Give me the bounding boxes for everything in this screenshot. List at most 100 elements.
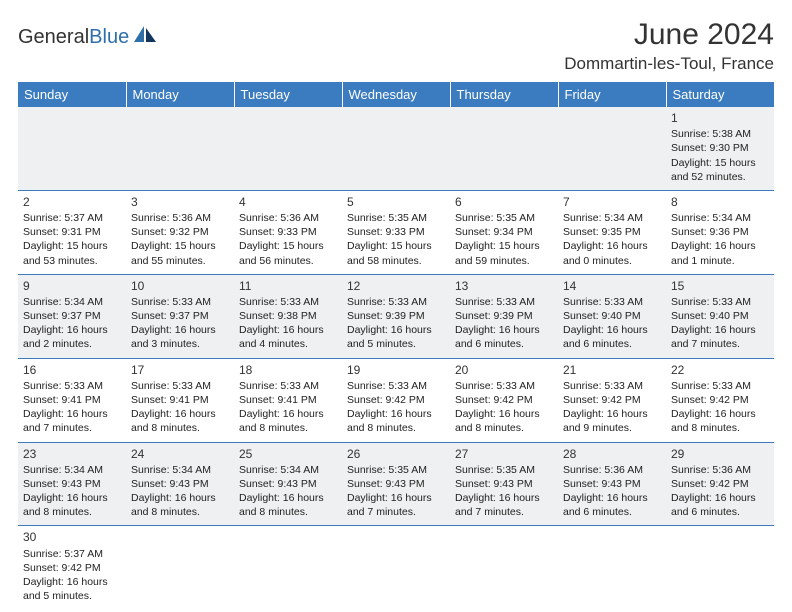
header: GeneralBlue June 2024 Dommartin-les-Toul… (18, 18, 774, 74)
daylight-text: Daylight: 16 hours and 7 minutes. (347, 491, 445, 519)
empty-cell (342, 107, 450, 190)
sunrise-text: Sunrise: 5:33 AM (671, 295, 769, 309)
day-number: 1 (671, 110, 769, 126)
sunset-text: Sunset: 9:37 PM (131, 309, 229, 323)
day-cell: 7Sunrise: 5:34 AMSunset: 9:35 PMDaylight… (558, 190, 666, 274)
day-cell: 29Sunrise: 5:36 AMSunset: 9:42 PMDayligh… (666, 442, 774, 526)
daylight-text: Daylight: 16 hours and 8 minutes. (23, 491, 121, 519)
day-number: 5 (347, 194, 445, 210)
sunset-text: Sunset: 9:42 PM (455, 393, 553, 407)
week-row: 30Sunrise: 5:37 AMSunset: 9:42 PMDayligh… (18, 526, 774, 609)
daylight-text: Daylight: 16 hours and 6 minutes. (563, 323, 661, 351)
day-cell: 23Sunrise: 5:34 AMSunset: 9:43 PMDayligh… (18, 442, 126, 526)
calendar-table: SundayMondayTuesdayWednesdayThursdayFrid… (18, 82, 774, 609)
daylight-text: Daylight: 16 hours and 8 minutes. (239, 491, 337, 519)
sunrise-text: Sunrise: 5:33 AM (671, 379, 769, 393)
sunset-text: Sunset: 9:41 PM (23, 393, 121, 407)
day-cell: 22Sunrise: 5:33 AMSunset: 9:42 PMDayligh… (666, 358, 774, 442)
week-row: 9Sunrise: 5:34 AMSunset: 9:37 PMDaylight… (18, 274, 774, 358)
sunset-text: Sunset: 9:43 PM (563, 477, 661, 491)
day-cell: 27Sunrise: 5:35 AMSunset: 9:43 PMDayligh… (450, 442, 558, 526)
sunset-text: Sunset: 9:42 PM (671, 477, 769, 491)
day-number: 4 (239, 194, 337, 210)
daylight-text: Daylight: 16 hours and 6 minutes. (455, 323, 553, 351)
sunset-text: Sunset: 9:42 PM (23, 561, 121, 575)
month-title: June 2024 (564, 18, 774, 52)
day-header-row: SundayMondayTuesdayWednesdayThursdayFrid… (18, 82, 774, 107)
day-cell: 1Sunrise: 5:38 AMSunset: 9:30 PMDaylight… (666, 107, 774, 190)
sunset-text: Sunset: 9:42 PM (563, 393, 661, 407)
daylight-text: Daylight: 16 hours and 3 minutes. (131, 323, 229, 351)
sunset-text: Sunset: 9:43 PM (347, 477, 445, 491)
daylight-text: Daylight: 15 hours and 52 minutes. (671, 156, 769, 184)
daylight-text: Daylight: 16 hours and 7 minutes. (23, 407, 121, 435)
day-number: 29 (671, 446, 769, 462)
sunset-text: Sunset: 9:30 PM (671, 141, 769, 155)
day-cell: 10Sunrise: 5:33 AMSunset: 9:37 PMDayligh… (126, 274, 234, 358)
daylight-text: Daylight: 15 hours and 58 minutes. (347, 239, 445, 267)
sunset-text: Sunset: 9:39 PM (347, 309, 445, 323)
sunrise-text: Sunrise: 5:35 AM (347, 211, 445, 225)
week-row: 2Sunrise: 5:37 AMSunset: 9:31 PMDaylight… (18, 190, 774, 274)
day-cell: 19Sunrise: 5:33 AMSunset: 9:42 PMDayligh… (342, 358, 450, 442)
sunset-text: Sunset: 9:33 PM (239, 225, 337, 239)
daylight-text: Daylight: 16 hours and 2 minutes. (23, 323, 121, 351)
daylight-text: Daylight: 15 hours and 56 minutes. (239, 239, 337, 267)
day-cell: 14Sunrise: 5:33 AMSunset: 9:40 PMDayligh… (558, 274, 666, 358)
day-cell: 9Sunrise: 5:34 AMSunset: 9:37 PMDaylight… (18, 274, 126, 358)
sunset-text: Sunset: 9:40 PM (671, 309, 769, 323)
day-cell: 25Sunrise: 5:34 AMSunset: 9:43 PMDayligh… (234, 442, 342, 526)
sunrise-text: Sunrise: 5:36 AM (131, 211, 229, 225)
day-number: 14 (563, 278, 661, 294)
day-number: 18 (239, 362, 337, 378)
sunrise-text: Sunrise: 5:36 AM (563, 463, 661, 477)
sunset-text: Sunset: 9:42 PM (347, 393, 445, 407)
sunset-text: Sunset: 9:38 PM (239, 309, 337, 323)
day-number: 27 (455, 446, 553, 462)
day-number: 2 (23, 194, 121, 210)
day-cell: 20Sunrise: 5:33 AMSunset: 9:42 PMDayligh… (450, 358, 558, 442)
day-cell: 30Sunrise: 5:37 AMSunset: 9:42 PMDayligh… (18, 526, 126, 609)
empty-cell (18, 107, 126, 190)
day-number: 7 (563, 194, 661, 210)
sunset-text: Sunset: 9:43 PM (239, 477, 337, 491)
empty-cell (558, 526, 666, 609)
day-header: Monday (126, 82, 234, 107)
sunrise-text: Sunrise: 5:33 AM (455, 295, 553, 309)
day-number: 26 (347, 446, 445, 462)
daylight-text: Daylight: 15 hours and 55 minutes. (131, 239, 229, 267)
daylight-text: Daylight: 15 hours and 59 minutes. (455, 239, 553, 267)
sunset-text: Sunset: 9:43 PM (131, 477, 229, 491)
logo-text-2: Blue (89, 26, 129, 49)
day-header: Sunday (18, 82, 126, 107)
day-number: 15 (671, 278, 769, 294)
day-number: 22 (671, 362, 769, 378)
day-cell: 11Sunrise: 5:33 AMSunset: 9:38 PMDayligh… (234, 274, 342, 358)
day-cell: 18Sunrise: 5:33 AMSunset: 9:41 PMDayligh… (234, 358, 342, 442)
daylight-text: Daylight: 16 hours and 6 minutes. (671, 491, 769, 519)
day-cell: 2Sunrise: 5:37 AMSunset: 9:31 PMDaylight… (18, 190, 126, 274)
sunrise-text: Sunrise: 5:33 AM (131, 295, 229, 309)
sunset-text: Sunset: 9:41 PM (239, 393, 337, 407)
day-cell: 4Sunrise: 5:36 AMSunset: 9:33 PMDaylight… (234, 190, 342, 274)
sunrise-text: Sunrise: 5:33 AM (563, 295, 661, 309)
sunset-text: Sunset: 9:33 PM (347, 225, 445, 239)
day-header: Friday (558, 82, 666, 107)
empty-cell (450, 526, 558, 609)
daylight-text: Daylight: 16 hours and 1 minute. (671, 239, 769, 267)
week-row: 23Sunrise: 5:34 AMSunset: 9:43 PMDayligh… (18, 442, 774, 526)
empty-cell (666, 526, 774, 609)
daylight-text: Daylight: 16 hours and 8 minutes. (131, 491, 229, 519)
sunrise-text: Sunrise: 5:34 AM (23, 463, 121, 477)
sunrise-text: Sunrise: 5:33 AM (239, 295, 337, 309)
sunrise-text: Sunrise: 5:35 AM (455, 211, 553, 225)
daylight-text: Daylight: 16 hours and 0 minutes. (563, 239, 661, 267)
daylight-text: Daylight: 16 hours and 9 minutes. (563, 407, 661, 435)
daylight-text: Daylight: 15 hours and 53 minutes. (23, 239, 121, 267)
day-number: 30 (23, 529, 121, 545)
daylight-text: Daylight: 16 hours and 5 minutes. (347, 323, 445, 351)
sunrise-text: Sunrise: 5:33 AM (455, 379, 553, 393)
empty-cell (234, 526, 342, 609)
day-cell: 16Sunrise: 5:33 AMSunset: 9:41 PMDayligh… (18, 358, 126, 442)
day-cell: 5Sunrise: 5:35 AMSunset: 9:33 PMDaylight… (342, 190, 450, 274)
